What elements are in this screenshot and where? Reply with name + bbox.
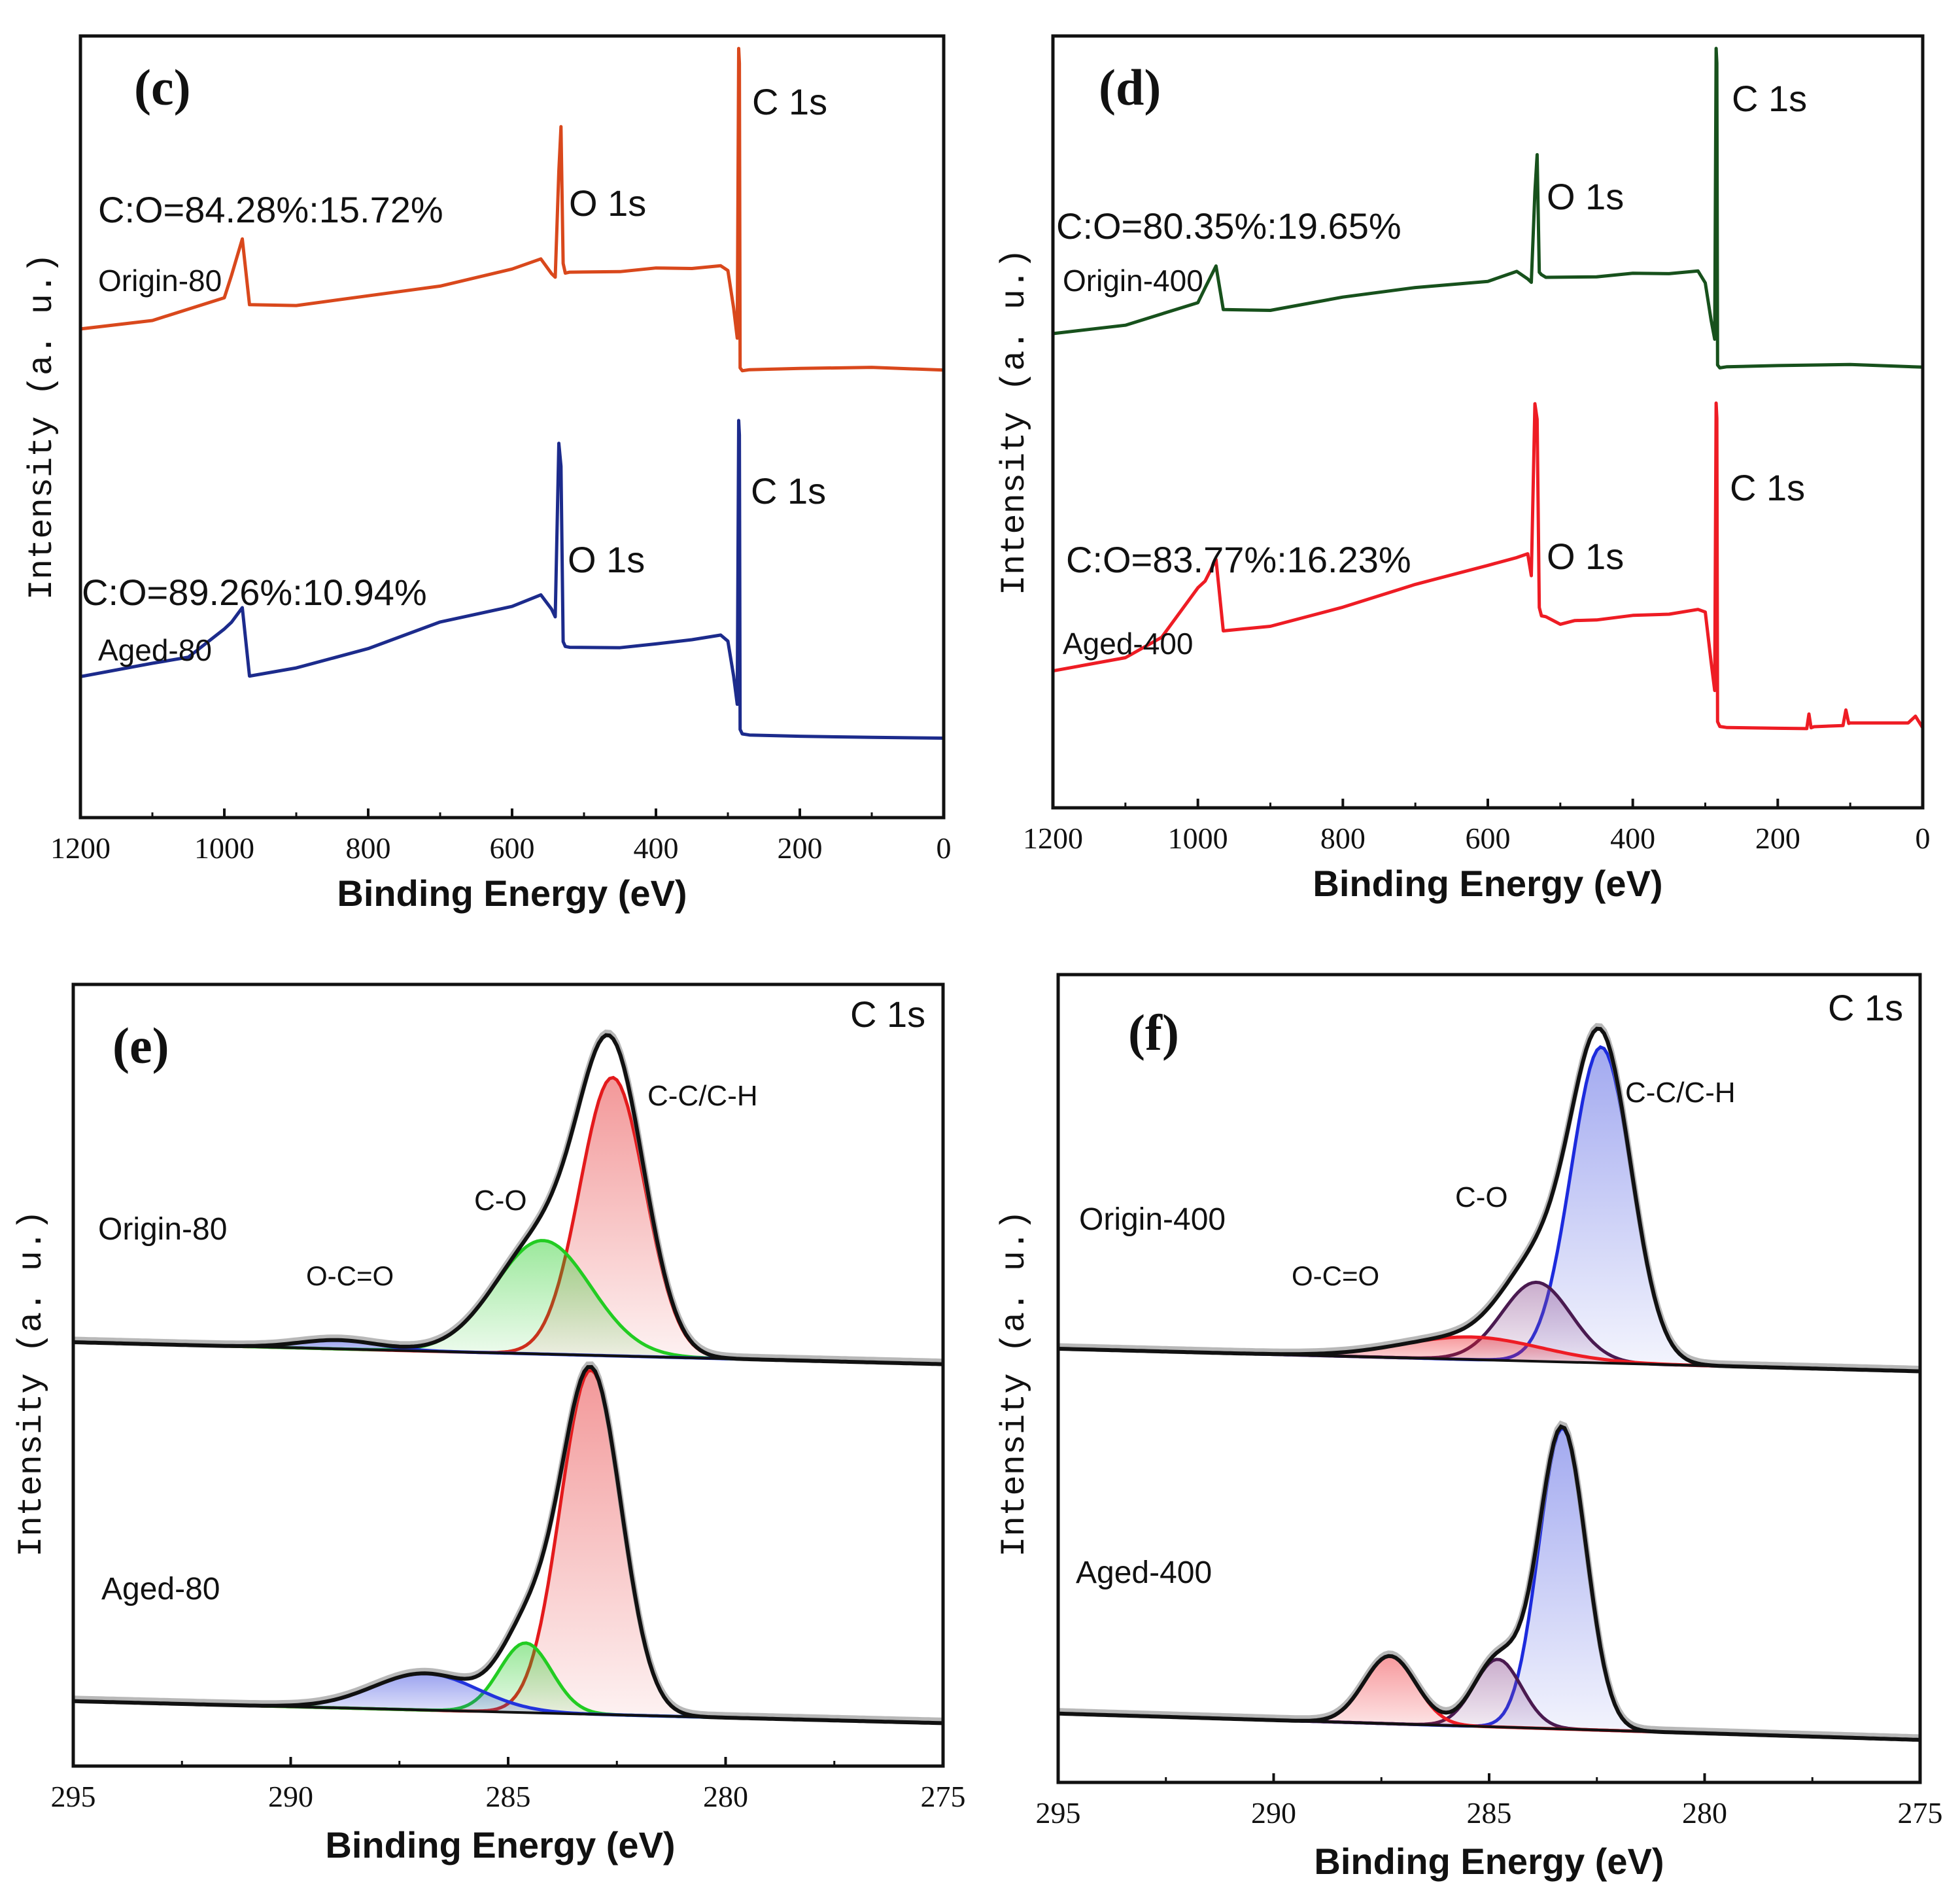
panel-c-series-origin-80 bbox=[80, 46, 944, 373]
panel-d-x-axis-title: Binding Energy (eV) bbox=[1313, 863, 1662, 904]
panel-e-origin-80-envelope bbox=[73, 1033, 944, 1366]
panel-d-x-tick-label-0: 0 bbox=[1916, 822, 1931, 855]
panel-f-label: (f) bbox=[1128, 1004, 1179, 1061]
panel-f-peak-label-ccch: C-C/C-H bbox=[1625, 1077, 1736, 1109]
panel-d-x-tick-label-800: 800 bbox=[1320, 822, 1366, 855]
panel-e-x-tick-label-285: 285 bbox=[486, 1780, 531, 1813]
panel-c-o1s-peak-label-top: O 1s bbox=[569, 182, 646, 224]
panel-e-plot bbox=[73, 1029, 944, 1726]
panel-c-x-tick-label-0: 0 bbox=[937, 831, 952, 865]
panel-e: (e) C 1s C-C/C-H C-O O-C=O Origin-80 Age… bbox=[12, 982, 966, 1865]
panel-d-x-tick-label-1200: 1200 bbox=[1023, 822, 1083, 855]
panel-e-x-tick-label-295: 295 bbox=[51, 1780, 96, 1813]
panel-d-ratio-top: C:O=80.35%:19.65% bbox=[1056, 205, 1401, 247]
panel-d-x-tick-label-200: 200 bbox=[1755, 822, 1800, 855]
panel-e-origin-80-fill-o-c=o bbox=[73, 1340, 943, 1364]
panel-f-series-label-top: Origin-400 bbox=[1079, 1202, 1226, 1237]
panel-c-ratio-top: C:O=84.28%:15.72% bbox=[98, 189, 443, 230]
panel-d-plot bbox=[1052, 46, 1925, 731]
panel-e-origin-80-fill-c-o bbox=[73, 1240, 943, 1364]
panel-d-c1s-peak-label-bottom: C 1s bbox=[1730, 467, 1805, 508]
panel-d-x-tick-label-600: 600 bbox=[1466, 822, 1511, 855]
panel-e-x-tick-label-290: 290 bbox=[268, 1780, 313, 1813]
panel-c-label: (c) bbox=[134, 59, 191, 116]
panel-e-peak-label-co: C-O bbox=[474, 1185, 527, 1217]
panel-c-y-axis-title: Intensity (a. u.) bbox=[23, 253, 61, 600]
panel-d-ticks: 1200 1000 800 600 400 200 0 bbox=[1023, 799, 1931, 855]
panel-f-origin-400-fill-o-c=o bbox=[1058, 1337, 1920, 1372]
panel-d-x-tick-label-1000: 1000 bbox=[1168, 822, 1228, 855]
panel-c-x-tick-label-1200: 1200 bbox=[50, 831, 111, 865]
panel-e-series-label-top: Origin-80 bbox=[98, 1212, 227, 1247]
panel-d-o1s-peak-label-top: O 1s bbox=[1547, 176, 1624, 217]
panel-e-label: (e) bbox=[112, 1017, 169, 1074]
panel-c-ticks: 1200 1000 800 600 400 200 0 bbox=[50, 808, 952, 865]
panel-e-corner-label: C 1s bbox=[850, 994, 925, 1035]
panel-d: (d) C 1s O 1s C:O=80.35%:19.65% Origin-4… bbox=[995, 34, 1931, 904]
panel-f-y-axis-title: Intensity (a. u.) bbox=[995, 1210, 1034, 1557]
panel-c-series-label-top: Origin-80 bbox=[98, 264, 222, 298]
panel-f-x-tick-label-280: 280 bbox=[1682, 1796, 1727, 1830]
panel-c-series-aged-80 bbox=[80, 419, 944, 740]
panel-c-x-tick-label-600: 600 bbox=[490, 831, 535, 865]
panel-f-x-tick-label-290: 290 bbox=[1251, 1796, 1296, 1830]
panel-d-c1s-peak-label-top: C 1s bbox=[1732, 78, 1807, 119]
panel-e-x-axis-title: Binding Energy (eV) bbox=[325, 1824, 675, 1865]
panel-c-o1s-peak-label-bottom: O 1s bbox=[568, 539, 645, 580]
panel-f-peak-label-oco: O-C=O bbox=[1292, 1260, 1379, 1291]
panel-f-aged-400-envelope bbox=[1057, 1424, 1921, 1742]
panel-f-aged-400-fill-c-o bbox=[1058, 1659, 1920, 1740]
panel-f-origin-400-envelope bbox=[1057, 1026, 1921, 1374]
panel-c-x-tick-label-200: 200 bbox=[778, 831, 823, 865]
panel-d-series-aged-400 bbox=[1052, 401, 1925, 731]
panel-c-x-tick-label-800: 800 bbox=[346, 831, 391, 865]
panel-f-x-tick-label-295: 295 bbox=[1036, 1796, 1081, 1830]
panel-c-c1s-peak-label-bottom: C 1s bbox=[751, 470, 826, 512]
panel-f: (f) C 1s C-C/C-H C-O O-C=O Origin-400 Ag… bbox=[995, 973, 1943, 1882]
panel-c-x-tick-label-1000: 1000 bbox=[194, 831, 254, 865]
panel-e-y-axis-title: Intensity (a. u.) bbox=[12, 1210, 51, 1557]
panel-e-series-label-bottom: Aged-80 bbox=[101, 1572, 220, 1606]
panel-d-o1s-peak-label-bottom: O 1s bbox=[1547, 536, 1624, 577]
panel-f-corner-label: C 1s bbox=[1828, 987, 1903, 1028]
panel-c-plot bbox=[80, 46, 944, 740]
panel-d-x-tick-label-400: 400 bbox=[1610, 822, 1655, 855]
panel-c-x-axis-title: Binding Energy (eV) bbox=[337, 873, 687, 914]
panel-e-x-tick-label-280: 280 bbox=[703, 1780, 748, 1813]
panel-f-peak-label-co: C-O bbox=[1455, 1181, 1508, 1213]
panel-e-peak-label-ccch: C-C/C-H bbox=[647, 1080, 758, 1112]
panel-c-ratio-bottom: C:O=89.26%:10.94% bbox=[82, 572, 427, 613]
panel-f-ticks: 295 290 285 280 275 bbox=[1036, 1773, 1943, 1830]
panel-c-c1s-peak-label-top: C 1s bbox=[752, 81, 827, 122]
panel-d-series-origin-400 bbox=[1052, 46, 1923, 370]
panel-e-ticks: 295 290 285 280 275 bbox=[51, 1757, 966, 1813]
panel-e-aged-80-fill-c-o bbox=[73, 1642, 943, 1724]
panel-e-peak-label-oco: O-C=O bbox=[306, 1260, 394, 1291]
panel-d-series-label-top: Origin-400 bbox=[1063, 264, 1203, 298]
panel-f-x-tick-label-285: 285 bbox=[1467, 1796, 1512, 1830]
panel-e-aged-80-envelope bbox=[73, 1364, 944, 1726]
panel-d-label: (d) bbox=[1099, 59, 1161, 116]
panel-c: (c) C 1s O 1s C:O=84.28%:15.72% Origin-8… bbox=[23, 34, 952, 914]
panel-d-ratio-bottom: C:O=83.77%:16.23% bbox=[1066, 539, 1411, 580]
panel-d-y-axis-title: Intensity (a. u.) bbox=[995, 249, 1034, 596]
panel-f-x-axis-title: Binding Energy (eV) bbox=[1314, 1841, 1664, 1882]
panel-f-series-label-bottom: Aged-400 bbox=[1076, 1555, 1212, 1590]
panel-d-series-label-bottom: Aged-400 bbox=[1063, 627, 1194, 661]
panel-e-x-tick-label-275: 275 bbox=[921, 1780, 966, 1813]
panel-f-x-tick-label-275: 275 bbox=[1898, 1796, 1943, 1830]
panel-f-plot bbox=[1057, 1023, 1921, 1742]
panel-c-series-label-bottom: Aged-80 bbox=[98, 633, 212, 667]
panel-c-x-tick-label-400: 400 bbox=[634, 831, 679, 865]
